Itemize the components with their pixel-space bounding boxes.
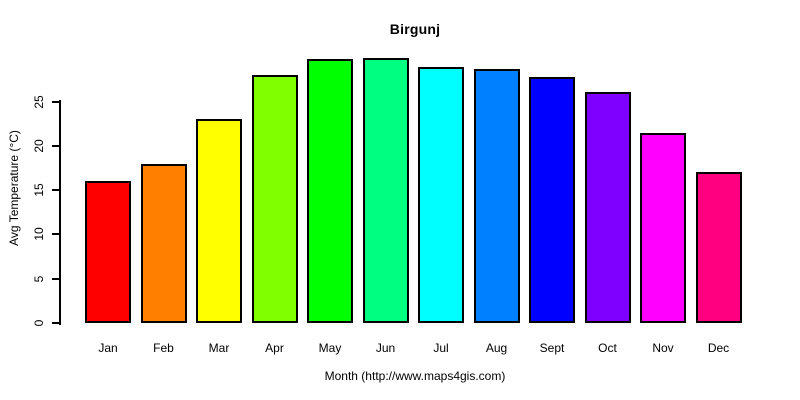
y-axis-label: Avg Temperature (°C) xyxy=(7,130,21,246)
x-tick-label-nov: Nov xyxy=(652,341,674,355)
y-tick-label: 25 xyxy=(32,94,46,109)
bar-apr xyxy=(251,75,298,323)
x-tick-label-sept: Sept xyxy=(539,341,565,355)
x-tick-label-jun: Jun xyxy=(375,341,396,355)
x-tick-label-dec: Dec xyxy=(707,341,730,355)
y-tick-label: 20 xyxy=(32,139,46,153)
y-tick-label: 15 xyxy=(32,183,46,197)
y-tick-label: 10 xyxy=(32,227,46,242)
y-tick-label: 5 xyxy=(32,275,46,283)
bar-nov xyxy=(640,133,686,323)
y-tick-label: 0 xyxy=(32,319,46,327)
y-tick-mark xyxy=(52,100,60,103)
y-tick-mark xyxy=(52,189,60,192)
x-tick-label-mar: Mar xyxy=(208,341,230,355)
x-tick-label-apr: Apr xyxy=(265,341,284,355)
bar-sept xyxy=(529,77,575,323)
bar-feb xyxy=(140,164,187,323)
y-axis-line xyxy=(59,100,61,325)
bar-oct xyxy=(584,92,631,323)
bar-jun xyxy=(362,58,409,323)
y-tick-mark xyxy=(52,144,60,147)
x-tick-label-may: May xyxy=(318,341,342,355)
x-tick-label-jan: Jan xyxy=(98,341,118,355)
bar-jan xyxy=(85,181,131,323)
bar-mar xyxy=(196,119,242,323)
x-axis-label: Month (http://www.maps4gis.com) xyxy=(324,369,506,383)
bar-may xyxy=(307,59,353,323)
x-tick-label-jul: Jul xyxy=(433,341,449,355)
x-tick-label-oct: Oct xyxy=(598,341,617,355)
y-tick-mark xyxy=(52,277,60,280)
bar-dec xyxy=(695,172,742,323)
x-tick-label-aug: Aug xyxy=(485,341,508,355)
bar-jul xyxy=(418,67,464,323)
y-tick-mark xyxy=(52,322,60,324)
bar-aug xyxy=(473,69,520,323)
x-tick-label-feb: Feb xyxy=(153,341,174,355)
y-tick-mark xyxy=(52,233,60,236)
chart-title: Birgunj xyxy=(389,21,441,37)
